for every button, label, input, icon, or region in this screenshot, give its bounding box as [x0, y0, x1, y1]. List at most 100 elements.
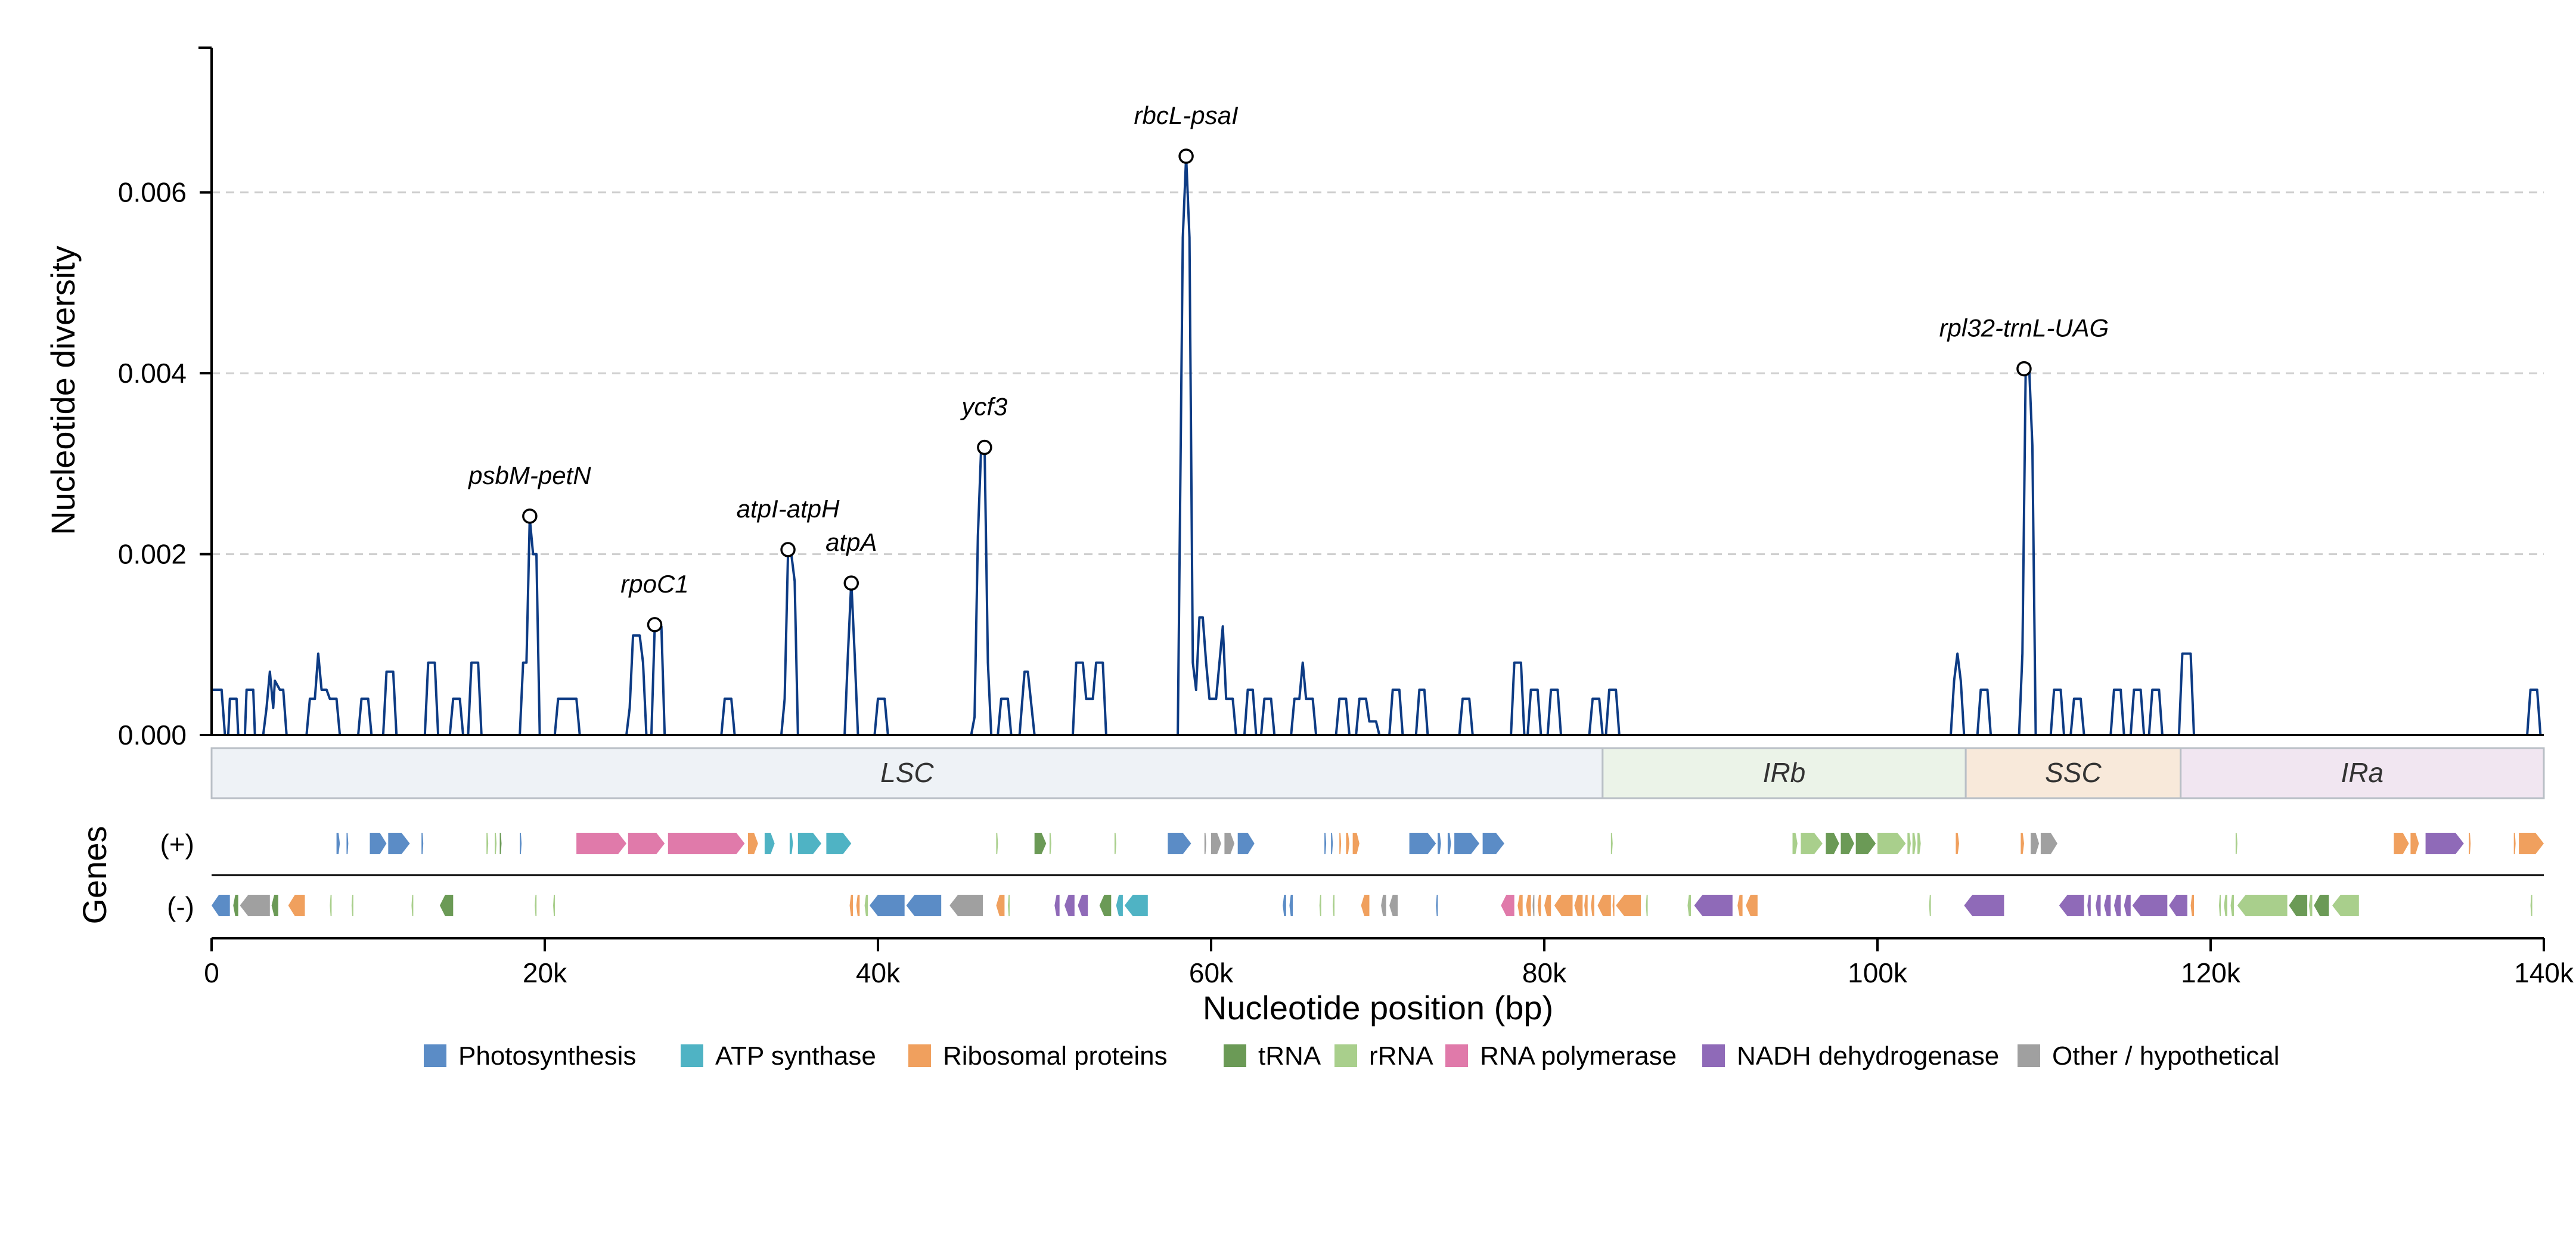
minus-strand-gene	[2530, 895, 2532, 916]
legend-swatch	[681, 1044, 703, 1067]
minus-strand-gene	[856, 895, 860, 916]
gene-track	[212, 833, 2544, 916]
plus-strand-gene	[576, 833, 626, 854]
plus-strand-gene	[1324, 833, 1327, 854]
plus-strand-gene	[388, 833, 410, 854]
minus-strand-gene	[849, 895, 854, 916]
peak-marker	[780, 542, 796, 557]
minus-strand-gene	[1646, 895, 1648, 916]
legend-label: NADH dehydrogenase	[1737, 1041, 1999, 1071]
y-axis-label: Nucleotide diversity	[44, 246, 82, 535]
minus-strand-gene	[1054, 895, 1060, 916]
minus-strand-gene	[1381, 895, 1386, 916]
minus-strand-gene	[1597, 895, 1611, 916]
region-ira-block	[2180, 747, 2545, 799]
minus-strand-gene	[1526, 895, 1531, 916]
legend-label: Photosynthesis	[458, 1041, 636, 1071]
minus-strand-gene	[1929, 895, 1931, 916]
legend-swatch	[1445, 1044, 1468, 1067]
minus-strand-gene	[1333, 895, 1334, 916]
minus-strand-gene	[1389, 895, 1398, 916]
minus-strand-gene	[1078, 895, 1088, 916]
plus-strand-gene	[1049, 833, 1051, 854]
plus-strand-gene	[2031, 833, 2040, 854]
minus-strand-gene	[1361, 895, 1370, 916]
minus-strand-gene	[1544, 895, 1551, 916]
minus-strand-gene	[411, 895, 414, 916]
minus-strand-gene	[233, 895, 238, 916]
plus-strand-gene	[1912, 833, 1916, 854]
minus-strand-gene	[1064, 895, 1075, 916]
plus-strand-gene	[1352, 833, 1360, 854]
plus-strand-gene	[1482, 833, 1504, 854]
minus-strand-gene	[1964, 895, 2004, 916]
plus-strand-gene	[2394, 833, 2409, 854]
x-tick-label: 20k	[523, 957, 567, 988]
plus-strand-gene	[2410, 833, 2419, 854]
plus-strand-gene	[346, 833, 349, 854]
legend-item: tRNA	[1224, 1041, 1321, 1071]
plus-strand-gene	[1792, 833, 1798, 854]
plus-strand-gene	[495, 833, 497, 854]
minus-strand-gene	[330, 895, 332, 916]
x-tick-label: 0	[204, 957, 219, 988]
minus-strand-gene	[351, 895, 353, 916]
plus-strand-gene	[1339, 833, 1342, 854]
minus-strand-gene	[906, 895, 942, 916]
legend-swatch	[908, 1044, 931, 1067]
minus-strand-gene	[1574, 895, 1583, 916]
peak-marker	[1178, 148, 1194, 164]
minus-strand-gene	[1694, 895, 1733, 916]
minus-strand-gene	[2289, 895, 2308, 916]
minus-strand-gene	[1591, 895, 1594, 916]
minus-strand-gene	[240, 895, 270, 916]
minus-strand-gene	[553, 895, 555, 916]
minus-strand-gene	[1289, 895, 1293, 916]
legend-label: rRNA	[1369, 1041, 1433, 1071]
plus-strand-gene	[499, 833, 502, 854]
region-ira-label: IRa	[2341, 757, 2384, 788]
minus-strand-gene	[1501, 895, 1514, 916]
minus-strand-gene	[2237, 895, 2288, 916]
plus-strand-gene	[1204, 833, 1206, 854]
minus-strand-gene	[271, 895, 278, 916]
peak-label: atpA	[825, 528, 877, 556]
plus-strand-gene	[1237, 833, 1255, 854]
minus-strand-gene	[2124, 895, 2131, 916]
plus-strand-gene	[748, 833, 758, 854]
minus-strand-gene	[1099, 895, 1112, 916]
minus-strand-gene	[2087, 895, 2091, 916]
legend-label: tRNA	[1258, 1041, 1321, 1071]
plus-strand-gene	[2040, 833, 2057, 854]
minus-strand-gene	[2314, 895, 2329, 916]
minus-strand-gene	[2219, 895, 2221, 916]
plus-strand-gene	[1907, 833, 1911, 854]
minus-strand-gene	[864, 895, 868, 916]
peak-marker	[2016, 361, 2032, 377]
minus-strand-gene	[996, 895, 1005, 916]
x-tick-label: 120k	[2181, 957, 2241, 988]
peak-label: rbcL-psaI	[1134, 101, 1239, 129]
plus-strand-gene	[1454, 833, 1479, 854]
genes-track-label: Genes	[76, 826, 113, 925]
legend-label: ATP synthase	[715, 1041, 876, 1071]
minus-strand-gene	[2132, 895, 2168, 916]
peak-marker	[843, 575, 859, 591]
plus-strand-gene	[2021, 833, 2024, 854]
minus-strand-gene	[2113, 895, 2121, 916]
minus-strand-gene	[2230, 895, 2234, 916]
plus-strand-gene	[1917, 833, 1921, 854]
plus-strand-gene	[668, 833, 745, 854]
plus-strand-gene	[1447, 833, 1451, 854]
legend-item: Ribosomal proteins	[908, 1041, 1168, 1071]
region-lsc-block	[210, 747, 1604, 799]
legend-item: RNA polymerase	[1445, 1041, 1677, 1071]
plus-strand-gene	[789, 833, 793, 854]
plus-strand-gene	[764, 833, 775, 854]
y-tick-label: 0.002	[118, 539, 187, 570]
minus-strand-gene	[2332, 895, 2359, 916]
minus-strand-gene	[1687, 895, 1691, 916]
minus-strand-gene	[870, 895, 905, 916]
minus-strand-gene	[535, 895, 537, 916]
